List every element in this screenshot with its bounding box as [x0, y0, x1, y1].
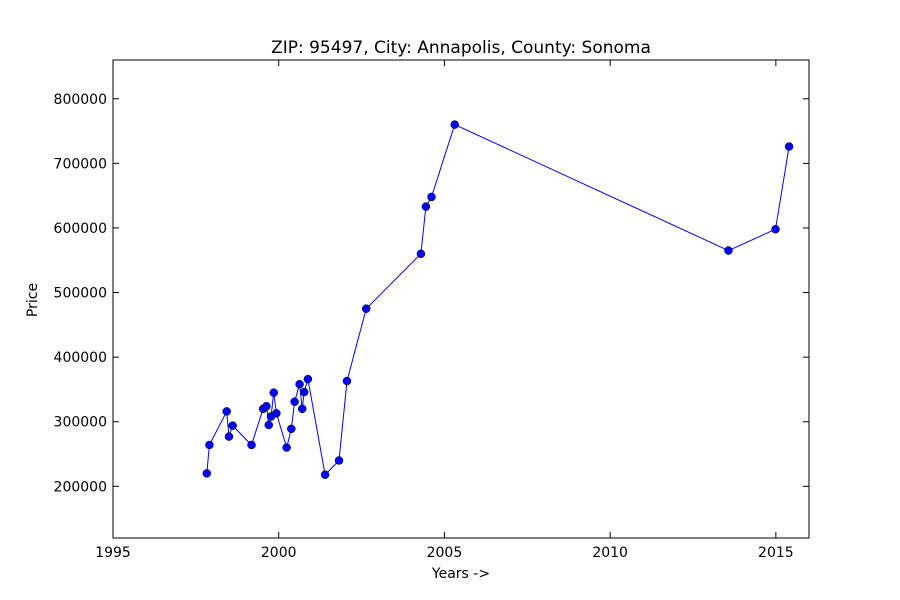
x-tick-label: 2000	[261, 545, 297, 561]
data-point	[269, 388, 278, 397]
data-point	[287, 424, 296, 434]
data-point	[771, 224, 780, 234]
data-point	[264, 420, 274, 430]
y-tick-label: 700000	[54, 156, 107, 172]
x-tick-label: 2010	[592, 545, 628, 561]
y-tick-label: 200000	[54, 479, 107, 495]
data-point	[202, 469, 212, 478]
y-axis-label: Price	[25, 283, 41, 317]
data-point	[222, 407, 231, 416]
data-point	[247, 440, 256, 450]
data-point	[262, 401, 271, 411]
y-tick-label: 400000	[54, 350, 107, 366]
data-point	[282, 443, 291, 452]
chart-title: ZIP: 95497, City: Annapolis, County: Son…	[271, 38, 651, 58]
y-tick-label: 300000	[54, 415, 107, 431]
data-point	[724, 246, 733, 255]
x-tick-label: 2015	[758, 545, 794, 561]
data-point	[334, 456, 344, 465]
y-tick-label: 500000	[54, 286, 107, 302]
y-tick-label: 800000	[54, 92, 107, 108]
data-point	[342, 376, 352, 386]
data-point	[290, 397, 299, 406]
series-layer	[202, 120, 794, 479]
data-point	[297, 404, 307, 414]
data-point	[224, 432, 234, 441]
data-point	[205, 440, 214, 450]
x-tick-label: 2005	[427, 545, 463, 561]
data-point	[228, 421, 237, 430]
data-point	[427, 192, 436, 202]
data-point	[784, 142, 794, 151]
data-point	[320, 470, 330, 479]
x-axis-ticks: 1995 2000 2005 2010 2015	[95, 60, 794, 561]
data-point	[421, 202, 431, 211]
data-point	[272, 409, 281, 418]
data-point	[450, 120, 459, 129]
data-point	[416, 249, 426, 259]
y-axis-ticks: 200000 300000 400000 500000 600000 700000 8000…	[54, 92, 809, 495]
data-point	[303, 374, 313, 384]
x-tick-label: 1995	[95, 545, 131, 561]
plot-area	[112, 59, 810, 539]
data-point	[361, 304, 371, 313]
data-point	[295, 380, 304, 389]
y-tick-label: 600000	[54, 221, 107, 237]
x-axis-label: Years ->	[431, 566, 490, 582]
data-point	[299, 387, 309, 397]
